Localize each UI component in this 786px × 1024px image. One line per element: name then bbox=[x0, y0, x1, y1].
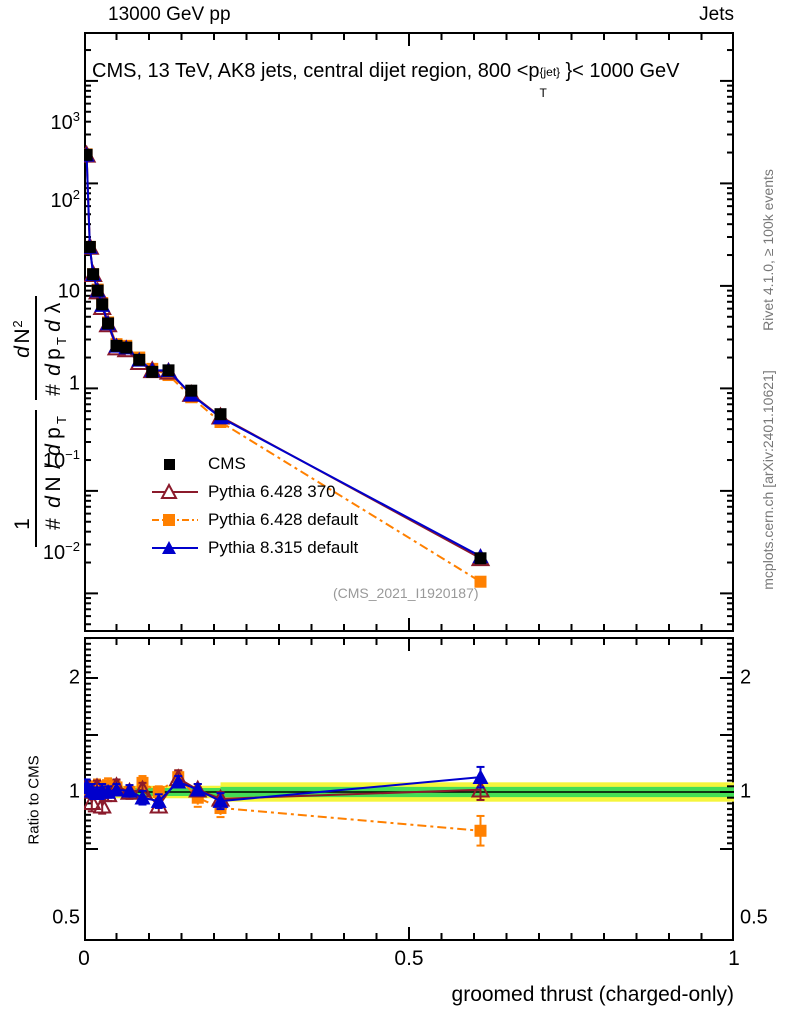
main-ytick-m2: 10−2 bbox=[42, 539, 80, 564]
analysis-watermark: (CMS_2021_I1920187) bbox=[333, 585, 479, 601]
svg-text:p: p bbox=[42, 427, 65, 439]
svg-text:/: / bbox=[42, 463, 65, 469]
svg-text:T: T bbox=[54, 337, 69, 345]
legend-label-pythia6-370: Pythia 6.428 370 bbox=[208, 482, 336, 501]
main-plot-frame bbox=[84, 32, 734, 632]
svg-text:d: d bbox=[42, 319, 65, 332]
svg-text:1: 1 bbox=[11, 518, 34, 530]
xtick-05: 0.5 bbox=[394, 947, 424, 970]
svg-text:p: p bbox=[42, 348, 65, 360]
ratio-ytick-right-1: 1 bbox=[740, 780, 752, 803]
legend-marker-pythia6-default bbox=[152, 509, 198, 531]
svg-text:#: # bbox=[42, 384, 65, 396]
legend-marker-cms bbox=[152, 453, 198, 475]
main-data-series bbox=[84, 144, 491, 588]
legend-item-pythia8-default[interactable]: Pythia 8.315 default bbox=[152, 534, 358, 562]
ratio-plot-canvas bbox=[84, 637, 734, 941]
svg-text:d: d bbox=[42, 363, 65, 376]
legend-label-pythia6-default: Pythia 6.428 default bbox=[208, 510, 359, 529]
header-left-label: 13000 GeV pp bbox=[108, 4, 231, 25]
svg-text:N: N bbox=[11, 328, 34, 343]
ratio-data-series bbox=[84, 765, 491, 847]
svg-text:T: T bbox=[54, 416, 69, 424]
legend-marker-pythia8-default bbox=[152, 537, 198, 559]
legend-item-pythia6-370[interactable]: Pythia 6.428 370 bbox=[152, 478, 358, 506]
ratio-ytick-right-2: 2 bbox=[740, 666, 752, 689]
svg-text:d: d bbox=[11, 345, 34, 358]
main-plot-title: CMS, 13 TeV, AK8 jets, central dijet reg… bbox=[92, 60, 680, 100]
xtick-0: 0 bbox=[78, 947, 90, 970]
main-ytick-0: 1 bbox=[68, 372, 80, 395]
main-ytick-m1: 10−1 bbox=[42, 447, 80, 472]
ratio-ytick-2: 2 bbox=[68, 666, 80, 689]
ratio-ytick-right-05: 0.5 bbox=[740, 906, 768, 929]
xaxis-label: groomed thrust (charged-only) bbox=[451, 983, 734, 1006]
svg-text:2: 2 bbox=[10, 320, 25, 327]
main-ytick-3: 103 bbox=[50, 109, 80, 134]
svg-text:λ: λ bbox=[42, 302, 65, 313]
ratio-ylabel: Ratio to CMS bbox=[25, 755, 43, 845]
main-ylabel: 1 # d N / d p T d N 2 # d p T d λ bbox=[8, 32, 70, 632]
svg-text:#: # bbox=[42, 518, 65, 530]
svg-text:N: N bbox=[42, 476, 65, 491]
rivet-version-note: Rivet 4.1.0, ≥ 100k events bbox=[760, 169, 776, 331]
main-title-tail: }< 1000 GeV bbox=[565, 60, 680, 82]
xtick-1: 1 bbox=[728, 947, 740, 970]
main-plot-canvas bbox=[84, 32, 734, 632]
legend-label-pythia8-default: Pythia 8.315 default bbox=[208, 538, 359, 557]
legend-label-cms: CMS bbox=[208, 454, 246, 473]
ratio-ytick-05: 0.5 bbox=[52, 906, 80, 929]
title-subscript: T bbox=[539, 86, 547, 100]
title-superscript: {jet} bbox=[539, 65, 561, 79]
legend-item-cms[interactable]: CMS bbox=[152, 450, 358, 478]
main-title-text: CMS, 13 TeV, AK8 jets, central dijet reg… bbox=[92, 60, 540, 82]
header-right-label: Jets bbox=[699, 4, 734, 25]
svg-text:d: d bbox=[42, 443, 65, 456]
legend-item-pythia6-default[interactable]: Pythia 6.428 default bbox=[152, 506, 358, 534]
main-ytick-2: 102 bbox=[50, 187, 80, 212]
plot-legend: CMS Pythia 6.428 370 Pythia 6.428 defaul… bbox=[152, 450, 358, 562]
legend-marker-pythia6-370 bbox=[152, 481, 198, 503]
svg-text:d: d bbox=[42, 495, 65, 508]
mcplots-source-note: mcplots.cern.ch [arXiv:2401.10621] bbox=[760, 370, 776, 590]
main-ytick-1: 10 bbox=[57, 280, 80, 303]
main-axis-ticks bbox=[84, 32, 734, 632]
ratio-ytick-1: 1 bbox=[68, 780, 80, 803]
